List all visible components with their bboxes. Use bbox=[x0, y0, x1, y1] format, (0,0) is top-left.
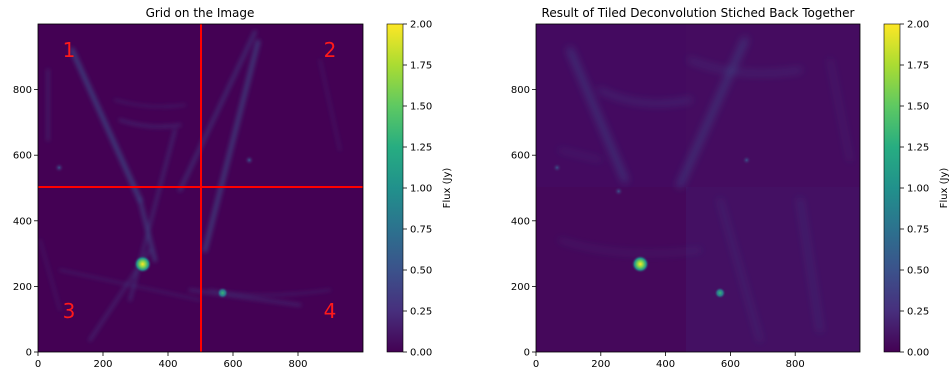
source-1 bbox=[133, 255, 152, 274]
y-tick-label: 800 bbox=[13, 85, 32, 96]
y-tick-label: 200 bbox=[511, 282, 530, 293]
axes-left: 0 200 400 600 800 0 200 400 600 800 bbox=[13, 85, 308, 370]
y-tick-label: 800 bbox=[511, 85, 530, 96]
source-2 bbox=[216, 286, 229, 299]
y-tick-label: 600 bbox=[13, 151, 32, 162]
colorbar-left bbox=[386, 23, 404, 353]
x-tick-label: 200 bbox=[591, 359, 610, 370]
colorbar-tick-label: 1.50 bbox=[410, 102, 432, 113]
x-tick-label: 400 bbox=[158, 359, 177, 370]
colorbar-tick-label: 0.25 bbox=[907, 307, 929, 318]
colorbar-tick-label: 0.00 bbox=[410, 348, 432, 359]
colorbar-tick-label: 1.50 bbox=[907, 102, 929, 113]
colorbar-label-right: Flux (Jy) bbox=[939, 168, 950, 209]
x-tick-label: 0 bbox=[35, 359, 41, 370]
colorbar-tick-label: 1.75 bbox=[410, 61, 432, 72]
tile-1 bbox=[536, 24, 686, 187]
x-tick-label: 400 bbox=[656, 359, 675, 370]
colorbar-tick-label: 1.00 bbox=[907, 184, 929, 195]
panel-right: Result of Tiled Deconvolution Stiched Ba… bbox=[511, 6, 950, 370]
colorbar-tick-label: 0.75 bbox=[410, 225, 432, 236]
chart-title-left: Grid on the Image bbox=[146, 6, 255, 20]
axes-right: 0 200 400 600 800 0 200 400 600 800 bbox=[511, 85, 805, 370]
y-tick-label: 200 bbox=[13, 282, 32, 293]
source-4 bbox=[244, 155, 255, 166]
colorbar-right bbox=[883, 23, 901, 353]
colorbar-ticks-right: 0.00 0.25 0.50 0.75 1.00 1.25 1.50 1.75 2.00 bbox=[900, 20, 929, 359]
artifact-streaks-right bbox=[558, 37, 852, 342]
x-tick-label: 0 bbox=[533, 359, 539, 370]
y-tick-label: 600 bbox=[511, 151, 530, 162]
colorbar-tick-label: 0.50 bbox=[410, 266, 432, 277]
colorbar-tick-label: 2.00 bbox=[410, 20, 432, 31]
chart-title-right: Result of Tiled Deconvolution Stiched Ba… bbox=[542, 6, 855, 20]
colorbar-tick-label: 0.25 bbox=[410, 307, 432, 318]
source-2 bbox=[714, 286, 727, 299]
colorbar-tick-label: 1.25 bbox=[410, 143, 432, 154]
x-tick-label: 800 bbox=[288, 359, 307, 370]
x-tick-label: 800 bbox=[786, 359, 805, 370]
source-3 bbox=[54, 162, 65, 173]
y-tick-label: 400 bbox=[13, 216, 32, 227]
colorbar-tick-label: 1.75 bbox=[907, 61, 929, 72]
quadrant-label-2: 2 bbox=[324, 38, 337, 62]
panel-left: Grid on the Image bbox=[13, 6, 453, 370]
source-4 bbox=[741, 155, 752, 166]
source-1 bbox=[631, 255, 650, 274]
source-3 bbox=[552, 162, 563, 173]
y-tick-label: 0 bbox=[524, 348, 530, 359]
colorbar-tick-label: 0.75 bbox=[907, 225, 929, 236]
axes-frame-right bbox=[535, 23, 861, 353]
colorbar-tick-label: 2.00 bbox=[907, 20, 929, 31]
colorbar-tick-label: 0.00 bbox=[907, 348, 929, 359]
colorbar-ticks-left: 0.00 0.25 0.50 0.75 1.00 1.25 1.50 1.75 2.00 bbox=[403, 20, 432, 359]
image-right bbox=[536, 24, 860, 352]
tile-4 bbox=[686, 187, 860, 352]
colorbar-tick-label: 1.25 bbox=[907, 143, 929, 154]
y-tick-label: 0 bbox=[26, 348, 32, 359]
tile-3 bbox=[536, 187, 686, 352]
sources-left bbox=[54, 155, 255, 299]
x-tick-label: 600 bbox=[223, 359, 242, 370]
axes-frame-left bbox=[37, 23, 364, 353]
colorbar-label-left: Flux (Jy) bbox=[442, 168, 453, 209]
sources-right bbox=[552, 155, 752, 299]
source-5 bbox=[613, 186, 624, 197]
quadrant-label-3: 3 bbox=[63, 299, 76, 323]
x-tick-label: 600 bbox=[721, 359, 740, 370]
y-tick-label: 400 bbox=[511, 216, 530, 227]
quadrant-label-1: 1 bbox=[63, 38, 76, 62]
tile-2 bbox=[686, 24, 860, 187]
quadrant-label-4: 4 bbox=[324, 299, 337, 323]
colorbar-tick-label: 1.00 bbox=[410, 184, 432, 195]
colorbar-tick-label: 0.50 bbox=[907, 266, 929, 277]
x-tick-label: 200 bbox=[93, 359, 112, 370]
